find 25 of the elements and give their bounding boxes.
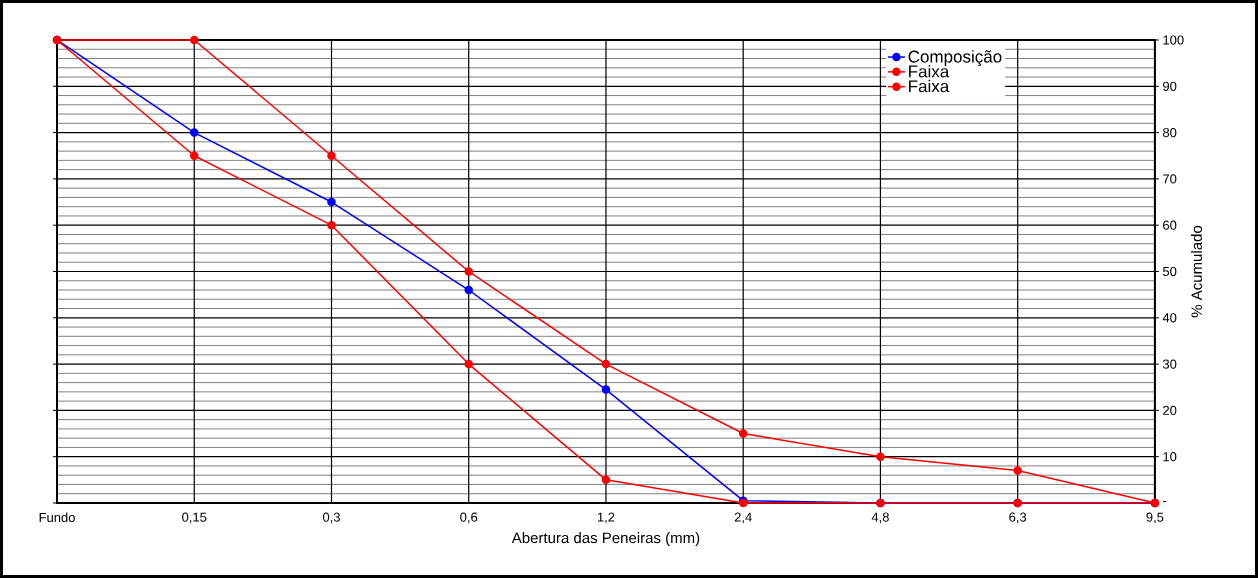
y-tick-label: 80 [1163, 127, 1177, 138]
y-tick-label: 30 [1162, 359, 1177, 369]
y-tick-label: 60 [1163, 220, 1177, 230]
legend-label: Composição [908, 50, 1002, 67]
y-tick-label: 10 [1163, 452, 1177, 462]
y-axis-title: % Acumulado [1190, 225, 1202, 318]
x-tick-label: 2,4 [734, 512, 752, 524]
x-tick-label: 0,6 [460, 512, 478, 524]
x-tick-label: 0,15 [182, 512, 207, 524]
legend-label: Faixa [909, 79, 950, 93]
x-tick-label: 9,5 [1146, 512, 1164, 524]
x-tick-label: Fundo [39, 512, 75, 523]
x-axis-title: Abertura das Peneiras (mm) [511, 532, 700, 547]
y-tick-label: 90 [1163, 81, 1177, 91]
x-tick-label: 1,2 [597, 512, 615, 524]
legend-label: Faixa [909, 64, 950, 78]
y-tick-label: 40 [1162, 313, 1177, 323]
y-tick-label: 70 [1163, 174, 1177, 184]
y-tick-label: 20 [1163, 405, 1177, 415]
x-tick-label: 6,3 [1009, 512, 1027, 524]
x-tick-label: 0,3 [322, 512, 340, 524]
y-tick-label: 100 [1163, 35, 1184, 45]
y-tick-label: - [1163, 501, 1167, 503]
x-tick-label: 4,8 [871, 512, 889, 524]
y-tick-label: 50 [1162, 266, 1177, 277]
